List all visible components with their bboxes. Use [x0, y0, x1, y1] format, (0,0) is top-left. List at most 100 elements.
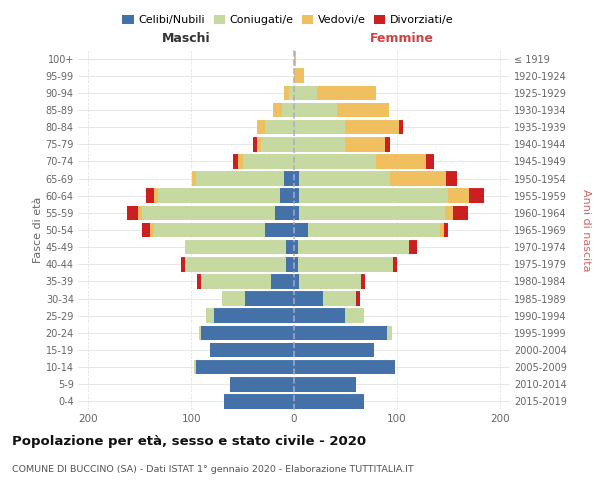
Bar — [294, 102, 337, 118]
Bar — [385, 137, 389, 152]
Bar — [446, 172, 457, 186]
Bar — [257, 120, 265, 134]
Bar — [146, 188, 154, 203]
Bar — [346, 120, 399, 134]
Bar — [294, 377, 356, 392]
Bar — [192, 172, 196, 186]
Bar — [280, 188, 294, 203]
Bar — [294, 292, 323, 306]
Bar — [294, 257, 298, 272]
Bar — [361, 274, 365, 288]
Bar — [257, 137, 261, 152]
Bar — [185, 257, 286, 272]
Bar — [308, 222, 440, 238]
Bar — [265, 222, 294, 238]
Bar — [281, 102, 294, 118]
Bar — [197, 274, 202, 288]
Bar — [238, 154, 242, 168]
Bar — [275, 206, 294, 220]
Bar — [299, 172, 389, 186]
Bar — [294, 240, 298, 254]
Bar — [294, 326, 386, 340]
Bar — [444, 222, 448, 238]
Bar — [294, 120, 346, 134]
Bar — [286, 257, 294, 272]
Bar — [298, 257, 393, 272]
Bar — [454, 206, 468, 220]
Bar — [448, 188, 469, 203]
Bar — [294, 394, 364, 408]
Bar — [399, 120, 403, 134]
Bar — [294, 360, 395, 374]
Bar — [299, 274, 361, 288]
Bar — [294, 68, 304, 83]
Bar — [154, 222, 265, 238]
Bar — [127, 206, 137, 220]
Bar — [298, 240, 409, 254]
Bar — [142, 222, 150, 238]
Bar — [202, 274, 271, 288]
Bar — [158, 188, 280, 203]
Bar — [196, 172, 284, 186]
Bar — [154, 188, 158, 203]
Bar — [299, 206, 445, 220]
Bar — [294, 188, 299, 203]
Bar — [294, 172, 299, 186]
Bar — [294, 308, 346, 323]
Bar — [294, 206, 299, 220]
Bar — [222, 292, 245, 306]
Bar — [289, 86, 294, 100]
Bar — [294, 52, 296, 66]
Bar — [233, 154, 238, 168]
Text: Popolazione per età, sesso e stato civile - 2020: Popolazione per età, sesso e stato civil… — [12, 435, 366, 448]
Bar — [202, 326, 294, 340]
Text: Femmine: Femmine — [370, 32, 434, 45]
Bar — [356, 292, 360, 306]
Text: COMUNE DI BUCCINO (SA) - Dati ISTAT 1° gennaio 2020 - Elaborazione TUTTITALIA.IT: COMUNE DI BUCCINO (SA) - Dati ISTAT 1° g… — [12, 465, 414, 474]
Bar — [386, 326, 392, 340]
Bar — [253, 137, 257, 152]
Bar — [469, 188, 484, 203]
Bar — [376, 154, 425, 168]
Bar — [317, 86, 376, 100]
Bar — [425, 154, 434, 168]
Bar — [137, 206, 142, 220]
Bar — [294, 137, 346, 152]
Bar — [209, 342, 294, 357]
Bar — [286, 240, 294, 254]
Y-axis label: Anni di nascita: Anni di nascita — [581, 188, 591, 271]
Bar — [409, 240, 418, 254]
Bar — [346, 137, 385, 152]
Bar — [445, 206, 454, 220]
Bar — [150, 222, 154, 238]
Bar — [299, 188, 448, 203]
Bar — [224, 394, 294, 408]
Text: Maschi: Maschi — [161, 32, 211, 45]
Bar — [230, 377, 294, 392]
Bar — [284, 86, 289, 100]
Bar — [274, 102, 281, 118]
Bar — [196, 360, 294, 374]
Bar — [181, 257, 185, 272]
Bar — [294, 86, 317, 100]
Legend: Celibi/Nubili, Coniugati/e, Vedovi/e, Divorziati/e: Celibi/Nubili, Coniugati/e, Vedovi/e, Di… — [118, 10, 458, 30]
Bar — [245, 292, 294, 306]
Bar — [389, 172, 446, 186]
Bar — [294, 342, 374, 357]
Bar — [294, 274, 299, 288]
Bar — [265, 120, 294, 134]
Bar — [393, 257, 397, 272]
Y-axis label: Fasce di età: Fasce di età — [32, 197, 43, 263]
Bar — [206, 308, 214, 323]
Bar — [294, 154, 376, 168]
Bar — [261, 137, 294, 152]
Bar — [323, 292, 356, 306]
Bar — [214, 308, 294, 323]
Bar — [440, 222, 444, 238]
Bar — [199, 326, 202, 340]
Bar — [242, 154, 294, 168]
Bar — [294, 222, 308, 238]
Bar — [346, 308, 364, 323]
Bar — [271, 274, 294, 288]
Bar — [194, 360, 196, 374]
